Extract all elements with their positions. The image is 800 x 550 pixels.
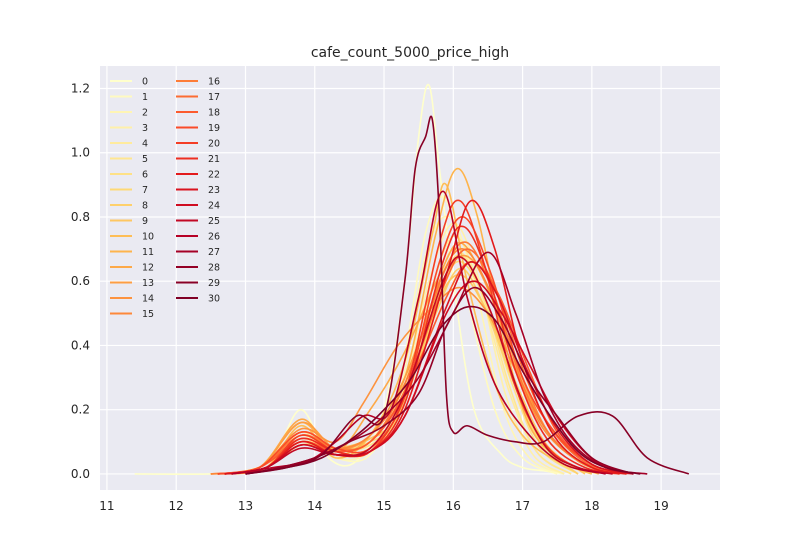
x-tick-label: 11: [99, 499, 114, 513]
x-tick-label: 18: [584, 499, 599, 513]
legend-label: 5: [142, 154, 148, 165]
legend-label: 19: [208, 123, 220, 134]
series-line-28: [245, 286, 634, 475]
y-tick-label: 0.2: [71, 403, 90, 417]
x-tick-label: 17: [515, 499, 530, 513]
legend-label: 15: [142, 309, 154, 320]
legend-label: 26: [208, 232, 220, 243]
legend-label: 0: [142, 77, 148, 88]
legend-label: 3: [142, 123, 148, 134]
series-line-14: [210, 286, 613, 475]
legend-label: 28: [208, 263, 220, 274]
legend-label: 29: [208, 278, 220, 289]
y-tick-label: 1.2: [71, 81, 90, 95]
y-tick-label: 0.8: [71, 210, 90, 224]
series-lines: [134, 83, 690, 475]
legend-label: 13: [142, 278, 154, 289]
y-tick-label: 0.0: [71, 467, 90, 481]
legend-label: 24: [208, 201, 220, 212]
legend-label: 22: [208, 170, 220, 181]
legend-label: 30: [208, 294, 220, 305]
series-line-24: [231, 280, 634, 475]
legend-label: 2: [142, 108, 148, 119]
legend-label: 25: [208, 216, 220, 227]
legend-label: 6: [142, 170, 148, 181]
legend-label: 20: [208, 139, 220, 150]
series-line-25: [231, 256, 613, 475]
legend-label: 23: [208, 185, 220, 196]
series-line-21: [224, 225, 627, 475]
series-line-30: [245, 305, 641, 475]
legend-label: 9: [142, 216, 148, 227]
plot-area: [100, 66, 720, 490]
x-tick-label: 15: [376, 499, 391, 513]
y-tick-label: 0.4: [71, 338, 90, 352]
legend-label: 27: [208, 247, 220, 258]
legend-label: 21: [208, 154, 220, 165]
legend-label: 12: [142, 263, 154, 274]
legend-label: 4: [142, 139, 148, 150]
x-tick-label: 14: [307, 499, 322, 513]
legend-label: 17: [208, 92, 220, 103]
legend-label: 18: [208, 108, 220, 119]
legend-label: 16: [208, 77, 220, 88]
series-line-29: [245, 115, 690, 475]
legend-label: 8: [142, 201, 148, 212]
legend: 0123456789101112131415161718192021222324…: [110, 77, 220, 320]
legend-label: 14: [142, 294, 154, 305]
y-tick-label: 0.6: [71, 274, 90, 288]
x-tick-label: 13: [238, 499, 253, 513]
y-tick-label: 1.0: [71, 146, 90, 160]
y-axis-ticks: 0.0 0.2 0.4 0.6 0.8 1.0 1.2: [71, 81, 90, 480]
chart-title: cafe_count_5000_price_high: [311, 45, 509, 61]
x-axis-ticks: 11 12 13 14 15 16 17 18 19: [99, 499, 668, 513]
x-tick-label: 19: [653, 499, 668, 513]
legend-label: 11: [142, 247, 154, 258]
legend-label: 1: [142, 92, 148, 103]
series-line-10: [224, 182, 593, 475]
legend-label: 10: [142, 232, 154, 243]
x-tick-label: 16: [446, 499, 461, 513]
legend-label: 7: [142, 185, 148, 196]
x-tick-label: 12: [169, 499, 184, 513]
